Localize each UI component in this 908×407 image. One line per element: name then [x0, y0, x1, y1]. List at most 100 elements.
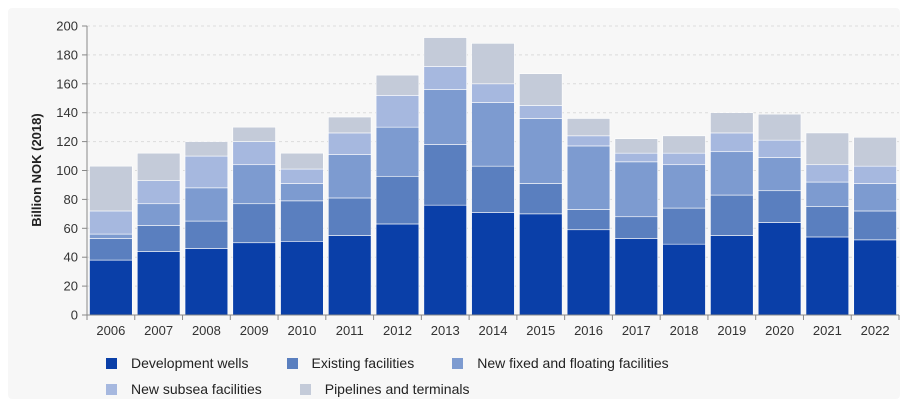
- bar-segment: [184, 155, 229, 189]
- bar-segment: [89, 165, 133, 212]
- bar-segment: [184, 141, 229, 157]
- bar-segment: [662, 207, 706, 245]
- bar-segment: [423, 144, 467, 206]
- bar-segment: [328, 116, 372, 134]
- legend-item: Pipelines and terminals: [299, 380, 470, 398]
- bar-segment: [805, 132, 850, 166]
- bar-segment: [566, 135, 611, 147]
- x-tick-label: 2009: [240, 323, 269, 338]
- x-tick-label: 2022: [861, 323, 890, 338]
- bar-segment: [136, 225, 181, 252]
- bar-segment: [280, 200, 324, 242]
- bar-segment: [853, 136, 897, 167]
- bar-segment: [423, 204, 467, 316]
- legend-label: Development wells: [131, 355, 249, 371]
- legend-label: New fixed and floating facilities: [477, 355, 669, 371]
- bar-segment: [375, 175, 420, 225]
- bar-segment: [184, 220, 229, 249]
- y-tick-label: 20: [64, 279, 78, 294]
- bar-segment: [710, 151, 754, 196]
- bar-segment: [519, 105, 563, 119]
- x-tick-label: 2008: [192, 323, 221, 338]
- x-tick-label: 2015: [526, 323, 555, 338]
- bar-segment: [662, 135, 706, 154]
- legend-swatch: [286, 357, 298, 369]
- bar-segment: [614, 238, 658, 316]
- bar-segment: [136, 251, 181, 316]
- y-tick-label: 120: [56, 134, 78, 149]
- legend-swatch: [106, 357, 117, 369]
- bar-segment: [280, 241, 324, 316]
- x-tick-label: 2011: [336, 323, 364, 338]
- legend-item: Existing facilities: [286, 354, 415, 372]
- bar-segment: [710, 112, 754, 134]
- bar-segment: [136, 203, 181, 226]
- bar-segment: [853, 210, 897, 241]
- bar-segment: [89, 259, 133, 316]
- bar-segment: [614, 161, 658, 218]
- x-tick-label: 2016: [574, 323, 603, 338]
- bar-segment: [375, 126, 420, 177]
- bar-segment: [614, 138, 658, 154]
- legend: Development wells Existing facilities New …: [106, 354, 886, 398]
- bar-segment: [710, 132, 754, 153]
- bar-segment: [328, 132, 372, 155]
- legend-label: Pipelines and terminals: [324, 381, 470, 397]
- bar-segment: [805, 164, 850, 183]
- bar-segment: [853, 165, 897, 184]
- x-tick-label: 2014: [479, 323, 508, 338]
- bar-segment: [662, 152, 706, 166]
- bar-segment: [566, 209, 611, 231]
- legend-swatch: [299, 383, 311, 395]
- bar-segment: [757, 139, 802, 158]
- x-tick-label: 2012: [383, 323, 412, 338]
- bar-segment: [232, 203, 276, 244]
- bar-segment: [328, 197, 372, 236]
- bar-segment: [184, 248, 229, 316]
- x-tick-label: 2006: [96, 323, 125, 338]
- x-tick-label: 2019: [717, 323, 746, 338]
- bar-segment: [136, 152, 181, 181]
- bar-segment: [89, 233, 133, 239]
- legend-swatch: [452, 357, 464, 369]
- bar-segment: [614, 216, 658, 239]
- x-tick-label: 2007: [144, 323, 173, 338]
- bar-segment: [519, 73, 563, 106]
- bar-segment: [662, 164, 706, 209]
- bar-segment: [375, 95, 420, 128]
- bar-segment: [805, 206, 850, 238]
- bar-segment: [280, 168, 324, 184]
- bar-segment: [566, 145, 611, 210]
- bar-segment: [232, 141, 276, 166]
- bar-segment: [375, 223, 420, 316]
- y-tick-label: 140: [56, 105, 78, 120]
- bar-segment: [280, 183, 324, 202]
- bar-segment: [614, 152, 658, 163]
- bar-segment: [471, 102, 515, 167]
- bar-segment: [89, 210, 133, 235]
- bar-segment: [136, 180, 181, 205]
- bar-segment: [519, 183, 563, 215]
- bar-segment: [757, 222, 802, 316]
- bar-segment: [423, 66, 467, 90]
- bar-segment: [232, 242, 276, 316]
- legend-item: New fixed and floating facilities: [452, 354, 669, 372]
- bar-segment: [566, 118, 611, 137]
- y-tick-label: 40: [64, 250, 78, 265]
- legend-swatch: [106, 383, 117, 395]
- bar-segment: [328, 154, 372, 199]
- bar-segment: [280, 152, 324, 170]
- y-tick-label: 60: [64, 221, 78, 236]
- bar-segment: [471, 165, 515, 213]
- bar-segment: [853, 183, 897, 212]
- bar-segment: [757, 113, 802, 141]
- x-tick-label: 2020: [765, 323, 794, 338]
- y-tick-label: 80: [64, 192, 78, 207]
- bar-segment: [519, 118, 563, 184]
- legend-label: Existing facilities: [311, 355, 415, 371]
- bar-segment: [805, 236, 850, 316]
- bar-segment: [232, 164, 276, 205]
- bar-segment: [710, 194, 754, 236]
- bar-segment: [853, 239, 897, 316]
